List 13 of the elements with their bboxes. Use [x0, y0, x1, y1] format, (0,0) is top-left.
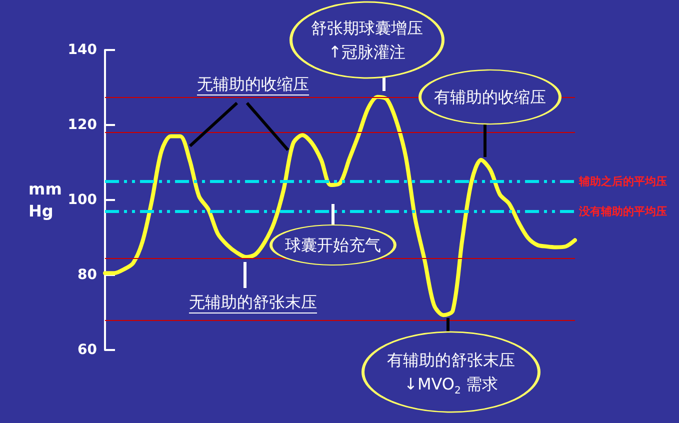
y-tick-label: 60 — [78, 342, 98, 358]
annotation: 舒张期球囊增压 ↑冠脉灌注 — [311, 18, 423, 62]
ref-line-label: 没有辅助的平均压 — [578, 204, 667, 218]
annotation: 有辅助的收缩压 — [434, 88, 546, 106]
y-axis-title: mm Hg — [28, 180, 62, 220]
y-tick-label: 140 — [68, 42, 98, 58]
y-tick-label: 120 — [68, 117, 98, 133]
y-tick-label: 100 — [68, 192, 98, 208]
y-tick-label: 80 — [78, 267, 98, 283]
annotation: 无辅助的收缩压 — [197, 74, 309, 94]
ref-line-label: 辅助之后的平均压 — [578, 174, 667, 188]
annotation: 无辅助的舒张末压 — [189, 292, 317, 312]
annotation: 球囊开始充气 — [285, 236, 381, 254]
